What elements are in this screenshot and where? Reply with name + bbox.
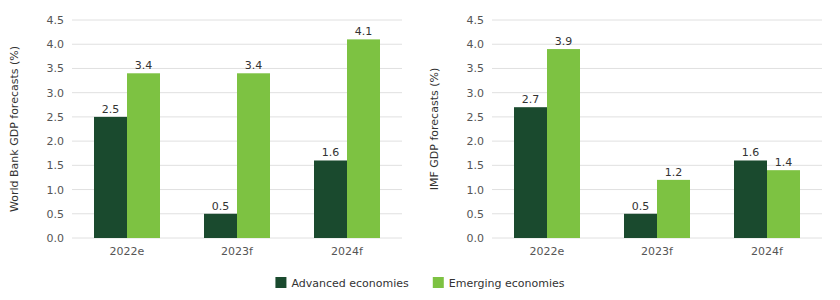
chart-canvas: 0.0 0.5 1.0 1.5 2.0 2.5 3.0 3.5 4.0 4.5 World Bank… xyxy=(0,0,840,300)
data-labels: 2.7 3.9 0.5 1.2 1.6 1.4 xyxy=(522,35,793,213)
y-tick-label: 1.0 xyxy=(467,184,485,197)
y-tick-label: 4.5 xyxy=(467,14,485,27)
data-label: 0.5 xyxy=(632,200,650,213)
data-label: 3.9 xyxy=(555,35,573,48)
data-label: 2.7 xyxy=(522,93,540,106)
y-axis-label: World Bank GDP forecasts (%) xyxy=(8,46,21,212)
bar xyxy=(314,160,347,238)
legend-swatch xyxy=(275,277,286,288)
legend: Advanced economies Emerging economies xyxy=(275,277,564,290)
y-tick-label: 3.0 xyxy=(47,87,65,100)
data-label: 1.6 xyxy=(322,146,340,159)
y-tick-label: 4.5 xyxy=(47,14,65,27)
grid-line xyxy=(492,92,822,93)
data-label: 3.4 xyxy=(135,59,153,72)
y-tick-label: 2.5 xyxy=(47,111,65,124)
chart-panel: 0.0 0.5 1.0 1.5 2.0 2.5 3.0 3.5 4.0 4.5 IMF GDP fo… xyxy=(428,14,822,258)
data-label: 1.4 xyxy=(775,156,793,169)
x-tick-label: 2023f xyxy=(221,245,254,258)
y-tick-label: 3.0 xyxy=(467,87,485,100)
bar xyxy=(767,170,800,238)
y-tick-label: 0.0 xyxy=(47,232,65,245)
bar xyxy=(127,73,160,238)
bar xyxy=(204,214,237,238)
y-tick-label: 2.5 xyxy=(467,111,485,124)
legend-label: Advanced economies xyxy=(291,277,409,290)
legend-swatch xyxy=(433,277,444,288)
data-label: 1.6 xyxy=(742,146,760,159)
y-tick-label: 1.5 xyxy=(47,159,65,172)
bar xyxy=(514,107,547,238)
x-tick-label: 2024f xyxy=(331,245,364,258)
bar xyxy=(734,160,767,238)
bars xyxy=(514,49,800,238)
x-tick-label: 2022e xyxy=(530,245,565,258)
y-tick-label: 2.0 xyxy=(467,135,485,148)
grid-line xyxy=(492,44,822,45)
x-tick-label: 2022e xyxy=(110,245,145,258)
y-tick-label: 4.0 xyxy=(47,38,65,51)
x-tick-label: 2023f xyxy=(641,245,674,258)
chart-panel: 0.0 0.5 1.0 1.5 2.0 2.5 3.0 3.5 4.0 4.5 World Bank… xyxy=(8,14,402,258)
bar xyxy=(347,39,380,238)
grid-line xyxy=(492,68,822,69)
data-label: 4.1 xyxy=(355,25,373,38)
data-label: 2.5 xyxy=(102,103,120,116)
y-tick-label: 4.0 xyxy=(467,38,485,51)
y-tick-label: 1.0 xyxy=(47,184,65,197)
bar xyxy=(547,49,580,238)
legend-label: Emerging economies xyxy=(449,277,565,290)
y-tick-label: 2.0 xyxy=(47,135,65,148)
data-label: 1.2 xyxy=(665,166,683,179)
grid-line xyxy=(492,20,822,21)
bars xyxy=(94,39,380,238)
y-tick-label: 3.5 xyxy=(467,62,485,75)
x-tick-label: 2024f xyxy=(751,245,784,258)
y-tick-label: 0.5 xyxy=(47,208,65,221)
data-labels: 2.5 3.4 0.5 3.4 1.6 4.1 xyxy=(102,25,373,212)
bar xyxy=(94,117,127,238)
y-tick-label: 3.5 xyxy=(47,62,65,75)
y-tick-label: 1.5 xyxy=(467,159,485,172)
data-label: 0.5 xyxy=(212,200,230,213)
bar xyxy=(237,73,270,238)
bar xyxy=(624,214,657,238)
grid-line xyxy=(72,20,402,21)
bar xyxy=(657,180,690,238)
data-label: 3.4 xyxy=(245,59,263,72)
y-tick-label: 0.0 xyxy=(467,232,485,245)
y-tick-label: 0.5 xyxy=(467,208,485,221)
y-axis-label: IMF GDP forecasts (%) xyxy=(428,68,441,190)
